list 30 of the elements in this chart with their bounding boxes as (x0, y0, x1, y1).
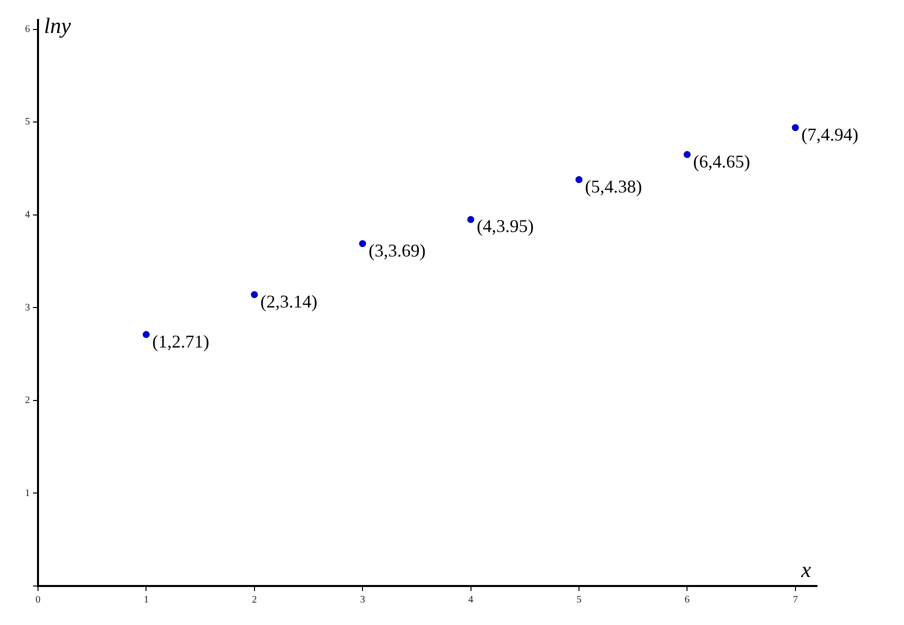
y-axis-title: lny (44, 12, 72, 38)
point (467, 216, 474, 223)
x-tick-label: 1 (144, 594, 149, 606)
x-axis-title: x (800, 556, 812, 582)
point (575, 176, 582, 184)
data-label: (2,3.14) (260, 291, 318, 312)
data-label: (7,4.94) (801, 124, 858, 144)
y-tick-label: 6 (25, 24, 30, 35)
point (684, 151, 691, 158)
x-tick-label: 7 (792, 594, 798, 606)
point (792, 124, 799, 132)
x-tick-label: 2 (252, 594, 257, 606)
x-tick-label: 0 (36, 594, 40, 606)
y-tick-label: 2 (25, 395, 30, 406)
data-label: (3,3.69) (368, 240, 426, 260)
y-tick-label: 4 (25, 209, 30, 220)
point (359, 240, 366, 248)
y-tick-label: 3 (25, 302, 30, 314)
data-label: (4,3.95) (476, 216, 534, 236)
x-tick-label: 4 (468, 594, 474, 606)
x-tick-label: 5 (576, 594, 582, 606)
data-label: (5,4.38) (584, 176, 642, 196)
data-label: (1,2.71) (152, 331, 210, 352)
data-label: (6,4.65) (693, 151, 750, 172)
point (142, 331, 150, 338)
x-tick-label: 6 (684, 594, 690, 606)
y-tick-label: 5 (25, 116, 30, 128)
x-tick-label: 3 (360, 594, 366, 606)
y-tick-label: 1 (25, 488, 30, 499)
point (250, 291, 258, 298)
